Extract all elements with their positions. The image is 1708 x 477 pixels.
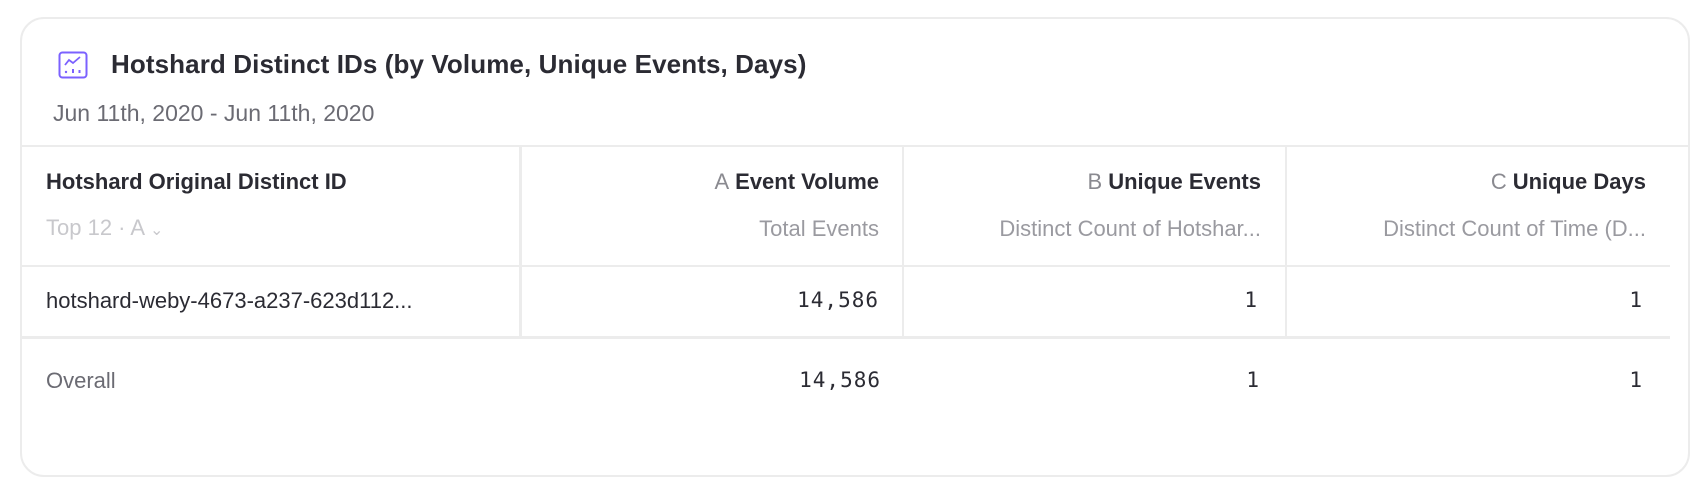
cell-event-volume: 14,586: [797, 288, 879, 312]
row-label[interactable]: hotshard-weby-4673-a237-623d112...: [46, 288, 413, 313]
column-name: Event Volume: [735, 169, 879, 194]
column-divider[interactable]: [1285, 147, 1287, 337]
divider: [22, 145, 1688, 147]
column-divider[interactable]: [519, 147, 522, 337]
overall-event-volume: 14,586: [799, 368, 881, 392]
column-name: Unique Days: [1512, 169, 1646, 194]
column-name: Unique Events: [1108, 169, 1261, 194]
overall-unique-events: 1: [1246, 368, 1260, 392]
overall-unique-days: 1: [1629, 368, 1643, 392]
report-card: [20, 17, 1690, 477]
column-subtitle: Distinct Count of Hotshar...: [999, 216, 1261, 241]
cell-unique-events: 1: [1244, 288, 1258, 312]
row-divider: [22, 265, 1670, 267]
top-n-selector[interactable]: Top 12 · A ⌄: [46, 215, 163, 241]
column-divider[interactable]: [902, 147, 904, 337]
overall-label: Overall: [46, 368, 116, 393]
date-range: Jun 11th, 2020 - Jun 11th, 2020: [53, 100, 375, 126]
row-divider: [22, 336, 1670, 339]
column-subtitle: Distinct Count of Time (D...: [1383, 216, 1646, 241]
line-chart-icon: [58, 51, 88, 79]
column-subtitle: Total Events: [759, 216, 879, 241]
column-header-a[interactable]: A Event Volume: [714, 169, 879, 195]
column-header-c[interactable]: C Unique Days: [1491, 169, 1646, 195]
column-header-b[interactable]: B Unique Events: [1088, 169, 1262, 195]
chevron-down-icon: ⌄: [149, 222, 164, 239]
selector-label: Top 12 · A: [46, 215, 144, 240]
column-letter: A: [714, 169, 730, 194]
group-column-header[interactable]: Hotshard Original Distinct ID: [46, 169, 347, 194]
report-title[interactable]: Hotshard Distinct IDs (by Volume, Unique…: [111, 49, 807, 79]
column-letter: B: [1087, 169, 1103, 194]
column-letter: C: [1490, 169, 1507, 194]
cell-unique-days: 1: [1629, 288, 1643, 312]
